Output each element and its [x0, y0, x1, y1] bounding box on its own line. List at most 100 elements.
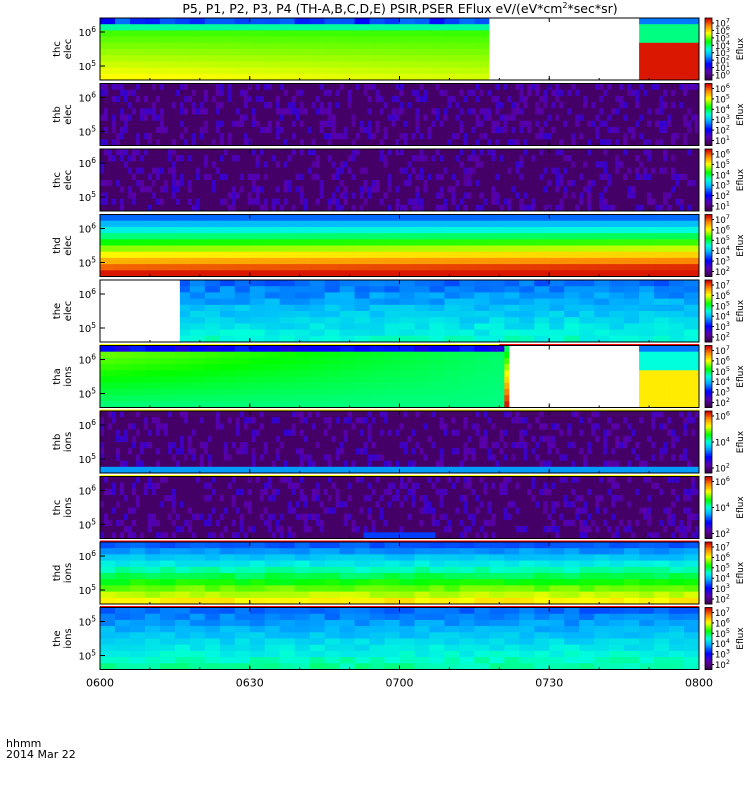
colorbar-tick-label: 102: [715, 54, 730, 67]
y-tick-label: 106: [78, 549, 96, 563]
colorbar-tick-label: 105: [715, 234, 730, 247]
colorbar-tick-label: 104: [715, 501, 730, 514]
panel-3: thcelec Eflux: [52, 148, 746, 212]
colorbar-tick-label: 102: [715, 593, 730, 606]
colorbar-tick-label: 104: [715, 103, 730, 116]
colorbar-tick-label: 104: [715, 310, 730, 323]
y-tick-label: 106: [78, 418, 96, 432]
y-axis-label: thcelec: [52, 39, 74, 60]
colorbar-tick-label: 102: [715, 396, 730, 409]
panel-10: theions Eflux: [52, 607, 746, 670]
y-tick-label: 106: [78, 91, 96, 105]
spectrogram-cells: [100, 542, 700, 605]
y-axis-label: thbelec: [52, 104, 74, 125]
colorbar-tick-label: 102: [715, 658, 730, 671]
spectrogram-cells: [100, 411, 700, 474]
panel-5: theelec Eflux: [52, 279, 746, 347]
colorbar-tick-label: 103: [715, 46, 730, 59]
colorbar-tick-label: 102: [715, 189, 730, 202]
colorbar-tick-label: 107: [715, 541, 730, 554]
colorbar-tick-label: 106: [715, 148, 730, 161]
y-tick-label: 105: [78, 321, 96, 335]
colorbar-label: Eflux: [736, 37, 746, 60]
colorbar: Eflux: [704, 214, 746, 277]
colorbar-tick-label: 100: [715, 69, 730, 82]
colorbar: Eflux: [704, 607, 746, 670]
colorbar-tick-label: 103: [715, 320, 730, 333]
colorbar-tick-label: 106: [715, 551, 730, 564]
colorbar-tick-label: 105: [715, 299, 730, 312]
x-tick-label: 0700: [386, 677, 414, 690]
colorbar-tick-label: 105: [715, 561, 730, 574]
colorbar-label: Eflux: [736, 299, 746, 322]
y-tick-label: 106: [78, 156, 96, 170]
colorbar-tick-label: 102: [715, 527, 730, 540]
x-tick-label: 0730: [535, 677, 563, 690]
colorbar-tick-label: 105: [715, 365, 730, 378]
x-tick-label: 0800: [685, 677, 713, 690]
spectrogram-cells: [100, 83, 700, 146]
colorbar-tick-label: 106: [715, 616, 730, 629]
colorbar: Eflux: [704, 279, 746, 343]
colorbar-tick-label: 103: [715, 648, 730, 661]
y-tick-label: 105: [78, 256, 96, 270]
y-tick-label: 106: [78, 484, 96, 498]
chart-title: P5, P1, P2, P3, P4 (TH-A,B,C,D,E) PSIR,P…: [182, 1, 618, 17]
colorbar-label: Eflux: [736, 561, 746, 584]
colorbar-tick-label: 105: [715, 31, 730, 44]
colorbar-tick-label: 106: [715, 410, 730, 423]
colorbar: Eflux: [704, 17, 746, 81]
colorbar-label: Eflux: [736, 627, 746, 650]
panel-7: thbions Eflux: [52, 410, 746, 478]
colorbar-tick-label: 104: [715, 572, 730, 585]
colorbar-tick-label: 105: [715, 627, 730, 640]
data-gap: [489, 18, 640, 80]
x-axis-label-date: 2014 Mar 22: [6, 748, 76, 761]
y-tick-label: 105: [78, 125, 96, 139]
colorbar-tick-label: 101: [715, 200, 730, 213]
y-tick-label: 106: [78, 25, 96, 39]
data-gap: [100, 280, 180, 342]
spectrogram-cells: [100, 476, 700, 539]
colorbar-tick-label: 102: [715, 124, 730, 137]
colorbar-tick-label: 103: [715, 179, 730, 192]
panel-8: thcions Eflux: [52, 476, 746, 543]
colorbar-tick-label: 107: [715, 344, 730, 357]
y-axis-label: theelec: [52, 301, 74, 322]
colorbar-tick-label: 107: [715, 606, 730, 619]
colorbar: Eflux: [704, 541, 746, 605]
colorbar-tick-label: 104: [715, 168, 730, 181]
colorbar: Eflux: [704, 410, 746, 474]
colorbar-tick-label: 101: [715, 134, 730, 147]
colorbar-tick-label: 107: [715, 213, 730, 226]
colorbar-tick-label: 105: [715, 158, 730, 171]
x-axis-label-unit: hhmm: [6, 737, 42, 750]
colorbar-tick-label: 103: [715, 582, 730, 595]
y-tick-label: 105: [78, 387, 96, 401]
y-tick-label: 106: [78, 353, 96, 367]
spectrogram-cells: [100, 607, 700, 670]
colorbar-label: Eflux: [736, 496, 746, 519]
spectrogram-cells: [100, 280, 700, 343]
colorbar-tick-label: 101: [715, 61, 730, 74]
panel-2: thbelec Eflux: [52, 83, 746, 146]
y-axis-label: thcions: [52, 497, 74, 517]
colorbar-tick-label: 103: [715, 255, 730, 268]
spectrogram-cells: [100, 214, 700, 277]
colorbar-tick-label: 105: [715, 92, 730, 105]
colorbar: Eflux: [704, 148, 746, 212]
x-tick-label: 0630: [236, 677, 264, 690]
colorbar-label: Eflux: [736, 430, 746, 453]
panel-1: thcelec Eflux: [52, 17, 746, 81]
colorbar-tick-label: 107: [715, 17, 730, 30]
colorbar: Eflux: [704, 83, 746, 146]
colorbar-tick-label: 106: [715, 24, 730, 37]
colorbar-tick-label: 106: [715, 82, 730, 95]
data-gap: [509, 345, 640, 408]
panel-4: thdelec Eflux: [52, 214, 746, 277]
y-axis-label: thdions: [52, 563, 74, 583]
y-tick-label: 105: [78, 615, 96, 629]
colorbar-tick-label: 107: [715, 279, 730, 292]
colorbar-tick-label: 104: [715, 39, 730, 52]
